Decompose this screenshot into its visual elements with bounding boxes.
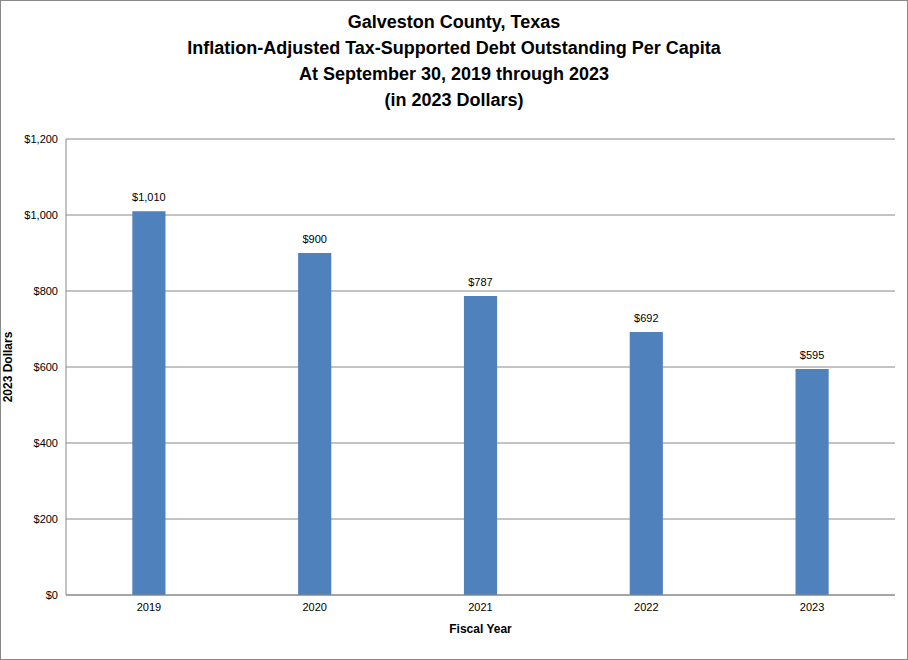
svg-text:$400: $400 [34, 437, 58, 449]
html-text:(in 2023 Dollars): (in 2023 Dollars) [384, 90, 524, 110]
svg-text:$600: $600 [34, 361, 58, 373]
html-text:Galveston County, Texas: Galveston County, Texas [347, 12, 561, 32]
svg-text:$900: $900 [302, 233, 326, 245]
svg-text:2019: 2019 [137, 601, 161, 613]
svg-text:$1,000: $1,000 [24, 209, 58, 221]
svg-text:$595: $595 [800, 349, 824, 361]
svg-text:$692: $692 [634, 312, 658, 324]
svg-text:2022: 2022 [634, 601, 658, 613]
svg-text:$1,010: $1,010 [132, 191, 166, 203]
svg-text:2023 Dollars: 2023 Dollars [8, 331, 15, 402]
svg-text:Fiscal Year: Fiscal Year [449, 622, 512, 636]
svg-text:$0: $0 [46, 589, 58, 601]
svg-text:$1,200: $1,200 [24, 133, 58, 145]
svg-text:$787: $787 [468, 276, 492, 288]
html-text:At September 30, 2019 through: At September 30, 2019 through 2023 [298, 64, 610, 84]
svg-text:2021: 2021 [468, 601, 492, 613]
svg-text:$800: $800 [34, 285, 58, 297]
svg-text:2020: 2020 [302, 601, 326, 613]
html-text:Inflation-Adjusted Tax-Support: Inflation-Adjusted Tax-Supported Debt Ou… [187, 38, 721, 58]
svg-text:2023: 2023 [800, 601, 824, 613]
svg-text:$200: $200 [34, 513, 58, 525]
